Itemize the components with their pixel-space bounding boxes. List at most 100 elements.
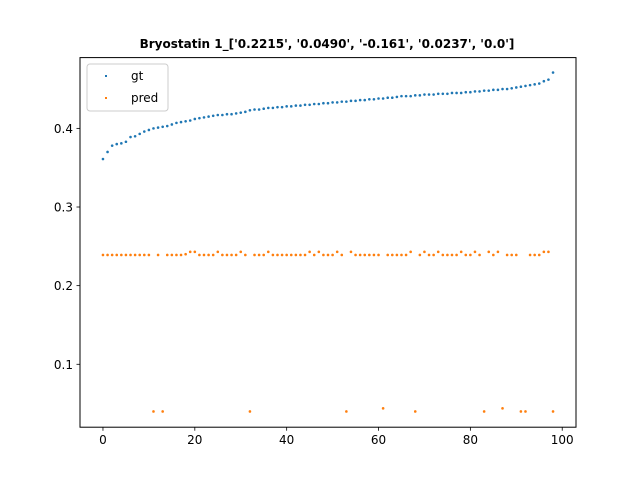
pred-point-39 [280, 253, 284, 257]
legend-marker-gt [105, 75, 107, 77]
pred-point-9 [142, 253, 146, 257]
gt-point-68 [413, 94, 417, 97]
gt-point-28 [230, 112, 233, 116]
pred-point-68 [413, 410, 417, 413]
pred-point-51 [335, 250, 339, 254]
gt-point-94 [533, 83, 536, 86]
x-tick-label-4: 80 [463, 433, 478, 447]
pred-point-71 [427, 253, 431, 257]
gt-point-30 [239, 111, 243, 114]
gt-point-92 [524, 84, 527, 88]
gt-point-56 [358, 98, 362, 102]
pred-point-90 [514, 253, 518, 257]
x-tick-label-5: 100 [551, 433, 574, 447]
pred-point-7 [133, 253, 137, 257]
pred-point-76 [450, 253, 454, 257]
pred-point-77 [455, 253, 458, 257]
gt-point-7 [133, 134, 137, 138]
pred-point-89 [510, 253, 514, 257]
gt-point-38 [276, 105, 279, 109]
pred-point-23 [207, 253, 210, 257]
pred-point-91 [519, 410, 523, 413]
gt-point-8 [138, 132, 142, 136]
series-gt [101, 71, 555, 161]
pred-point-93 [528, 253, 532, 257]
pred-point-62 [386, 253, 390, 257]
pred-point-61 [381, 407, 385, 410]
gt-point-43 [299, 104, 302, 107]
gt-point-0 [101, 157, 105, 161]
x-tick-label-0: 0 [99, 433, 107, 447]
gt-point-73 [436, 92, 440, 96]
chart-title: Bryostatin 1_['0.2215', '0.0490', '-0.16… [140, 37, 515, 52]
gt-point-71 [427, 93, 431, 96]
pred-point-52 [340, 253, 344, 257]
gt-point-34 [257, 108, 261, 111]
pred-point-10 [147, 253, 151, 257]
y-tick-label-2: 0.3 [54, 201, 73, 215]
pred-point-57 [363, 253, 367, 257]
gt-point-42 [294, 104, 298, 107]
gt-point-11 [152, 127, 155, 130]
gt-point-51 [335, 101, 339, 104]
pred-point-21 [198, 253, 201, 257]
pred-point-34 [257, 253, 261, 257]
pred-point-67 [409, 250, 412, 254]
pred-point-18 [184, 252, 187, 256]
gt-point-9 [142, 130, 146, 133]
pred-point-92 [524, 410, 527, 413]
series-pred [101, 250, 555, 413]
gt-point-15 [170, 123, 174, 126]
pred-point-0 [101, 253, 105, 257]
gt-point-5 [124, 140, 128, 144]
gt-point-44 [303, 103, 307, 107]
gt-point-41 [289, 105, 293, 108]
gt-point-20 [193, 117, 197, 121]
pred-point-31 [244, 253, 247, 257]
gt-point-91 [519, 85, 523, 88]
gt-point-6 [129, 135, 132, 139]
y-tick-label-0: 0.1 [54, 358, 73, 372]
gt-point-18 [184, 119, 187, 123]
gt-point-36 [266, 106, 270, 110]
gt-point-12 [156, 126, 160, 129]
gt-point-21 [198, 116, 201, 120]
gt-point-63 [390, 96, 394, 100]
gt-point-96 [542, 79, 546, 83]
gt-point-74 [441, 92, 445, 96]
pred-point-30 [239, 250, 243, 254]
pred-point-15 [170, 253, 174, 257]
pred-point-74 [441, 253, 445, 257]
pred-point-6 [129, 253, 132, 257]
gt-point-2 [110, 144, 114, 147]
gt-point-37 [271, 106, 275, 110]
pred-point-1 [106, 253, 109, 257]
gt-point-54 [349, 99, 353, 103]
pred-point-80 [469, 253, 472, 257]
pred-point-72 [432, 253, 435, 257]
gt-point-61 [381, 97, 385, 100]
pred-point-96 [542, 250, 546, 254]
pred-point-22 [202, 253, 206, 257]
pred-point-36 [266, 250, 270, 254]
pred-point-81 [473, 250, 477, 254]
pred-point-82 [478, 253, 481, 257]
pred-point-78 [459, 250, 463, 254]
gt-point-88 [505, 87, 509, 91]
gt-point-3 [115, 142, 119, 146]
pred-point-88 [505, 253, 509, 257]
gt-point-26 [221, 113, 224, 117]
pred-point-64 [395, 253, 399, 257]
pred-point-63 [390, 253, 394, 257]
pred-point-24 [211, 253, 215, 257]
pred-point-66 [404, 253, 408, 257]
gt-point-87 [501, 87, 504, 91]
pred-point-55 [354, 253, 357, 257]
gt-point-19 [188, 119, 192, 122]
pred-point-56 [358, 253, 362, 257]
x-tick-label-3: 60 [371, 433, 386, 447]
gt-point-76 [450, 91, 454, 95]
pred-point-73 [436, 250, 440, 254]
gt-point-98 [551, 71, 555, 74]
